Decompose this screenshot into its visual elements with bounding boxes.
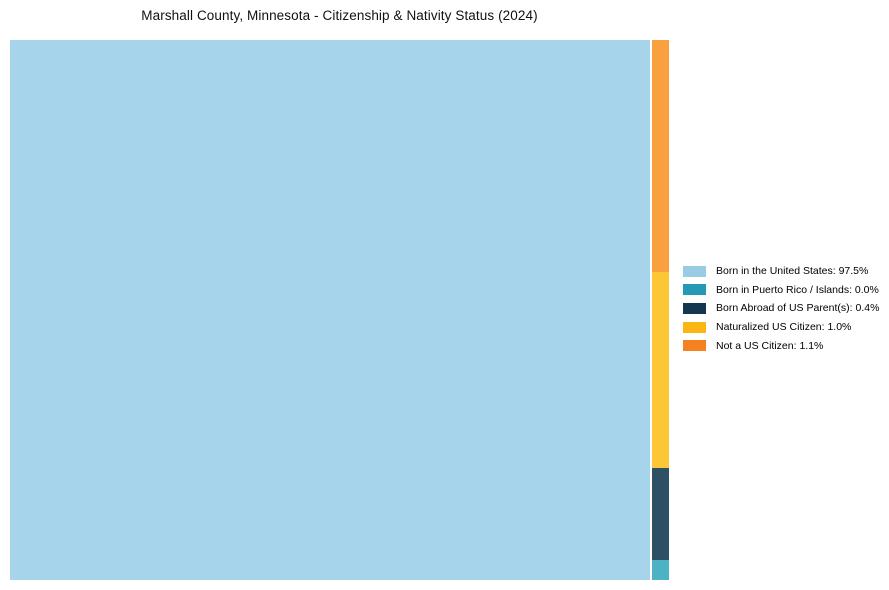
treemap-tile-born-in-puerto-rico-islands[interactable] — [652, 560, 669, 580]
legend-label: Born in the United States: 97.5% — [716, 265, 869, 277]
legend-item-born-abroad-of-us-parents[interactable]: Born Abroad of US Parent(s): 0.4% — [683, 302, 879, 314]
treemap-tile-not-a-us-citizen[interactable] — [652, 40, 669, 273]
chart-title: Marshall County, Minnesota - Citizenship… — [141, 8, 538, 23]
legend-item-born-in-puerto-rico-islands[interactable]: Born in Puerto Rico / Islands: 0.0% — [683, 284, 879, 296]
legend-swatch-icon — [683, 302, 706, 314]
legend-item-naturalized-us-citizen[interactable]: Naturalized US Citizen: 1.0% — [683, 321, 879, 333]
legend-swatch-icon — [683, 340, 706, 352]
treemap-minority-strip — [652, 40, 669, 580]
legend-item-born-in-united-states[interactable]: Born in the United States: 97.5% — [683, 265, 879, 277]
legend-swatch-icon — [683, 265, 706, 277]
legend-label: Naturalized US Citizen: 1.0% — [716, 321, 852, 334]
treemap-tile-naturalized-us-citizen[interactable] — [652, 272, 669, 469]
legend-swatch-icon — [683, 284, 706, 296]
treemap-tile-born-in-united-states[interactable] — [10, 40, 650, 580]
treemap-plot — [10, 40, 669, 580]
legend: Born in the United States: 97.5% Born in… — [683, 265, 879, 352]
legend-label: Born in Puerto Rico / Islands: 0.0% — [716, 283, 879, 296]
legend-label: Not a US Citizen: 1.1% — [716, 339, 824, 352]
legend-item-not-a-us-citizen[interactable]: Not a US Citizen: 1.1% — [683, 340, 879, 352]
treemap-tile-born-abroad-of-us-parents[interactable] — [652, 468, 669, 560]
legend-swatch-icon — [683, 321, 706, 333]
legend-label: Born Abroad of US Parent(s): 0.4% — [716, 302, 880, 315]
